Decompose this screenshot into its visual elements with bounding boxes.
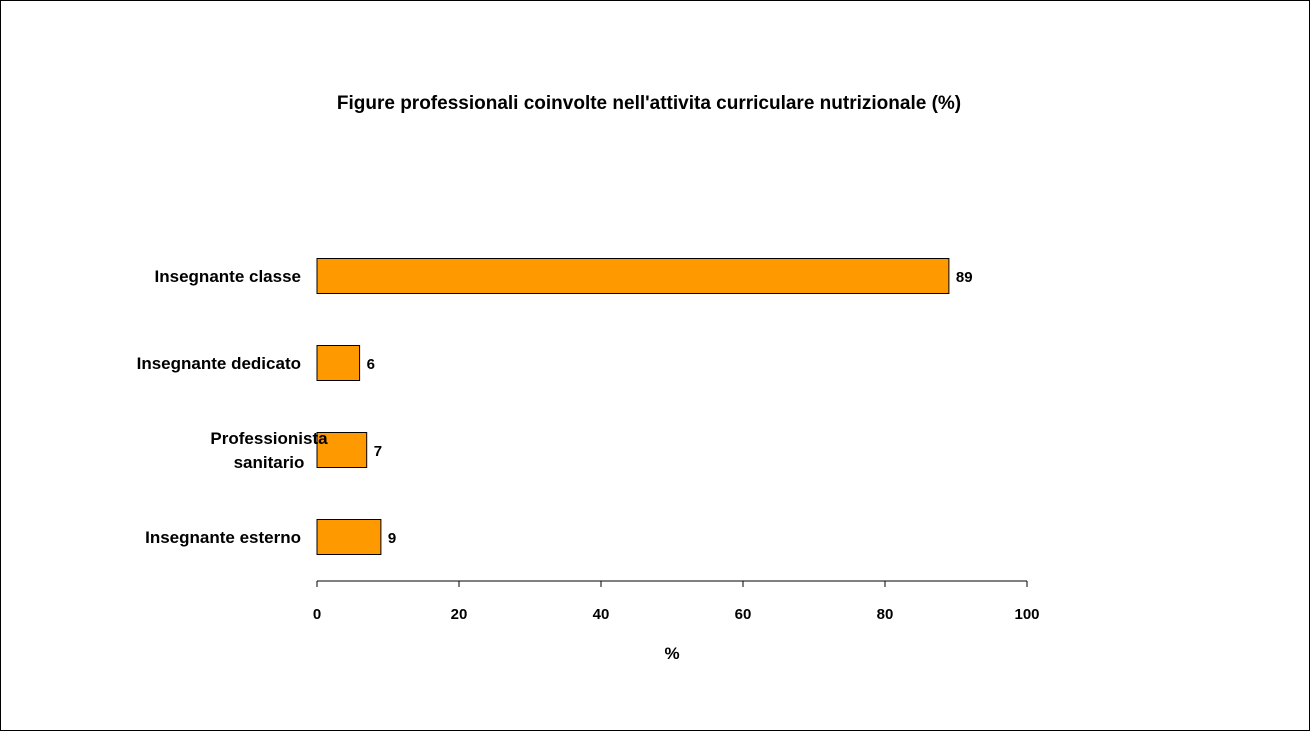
- category-label: Insegnante dedicato: [137, 354, 301, 373]
- bar: [316, 345, 361, 381]
- bar: [316, 258, 950, 294]
- bar: [316, 519, 382, 555]
- data-label: 89: [956, 269, 973, 286]
- x-tick-label: 40: [593, 606, 610, 623]
- bar: [316, 432, 368, 468]
- x-axis-title: %: [664, 644, 679, 663]
- data-label: 6: [367, 356, 375, 373]
- chart-title: Figure professionali coinvolte nell'atti…: [336, 93, 962, 114]
- x-tick-label: 20: [451, 606, 468, 623]
- data-label: 9: [388, 530, 396, 547]
- x-tick-label: 100: [1014, 606, 1039, 623]
- category-label: Insegnante esterno: [145, 528, 301, 547]
- x-tick-label: 60: [735, 606, 752, 623]
- category-label: Professionista sanitario: [210, 429, 328, 472]
- x-tick-label: 80: [877, 606, 894, 623]
- category-label: Insegnante classe: [155, 267, 301, 286]
- data-label: 7: [374, 443, 382, 460]
- x-tick-label: 0: [313, 606, 321, 623]
